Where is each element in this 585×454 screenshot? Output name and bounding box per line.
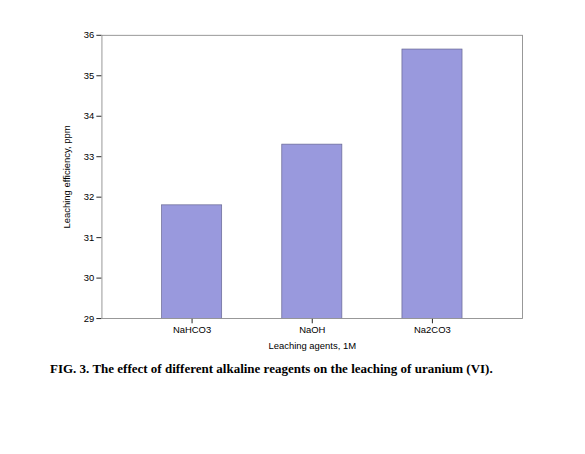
svg-text:34: 34 [84,110,95,121]
svg-text:NaOH: NaOH [299,324,325,335]
svg-text:NaHCO3: NaHCO3 [173,324,211,335]
html-text:FIG. 3. The effect of differen: FIG. 3. The effect of different alkaline… [50,360,493,376]
svg-text:30: 30 [84,272,95,283]
svg-text:33: 33 [84,151,95,162]
svg-text:Leaching efficiency, ppm: Leaching efficiency, ppm [61,125,72,228]
svg-text:32: 32 [84,191,95,202]
svg-text:35: 35 [84,70,95,81]
svg-text:Na2CO3: Na2CO3 [414,324,451,335]
svg-text:31: 31 [84,232,95,243]
svg-text:Leaching agents, 1M: Leaching agents, 1M [268,340,356,351]
svg-text:36: 36 [84,29,95,40]
svg-text:29: 29 [84,313,95,324]
